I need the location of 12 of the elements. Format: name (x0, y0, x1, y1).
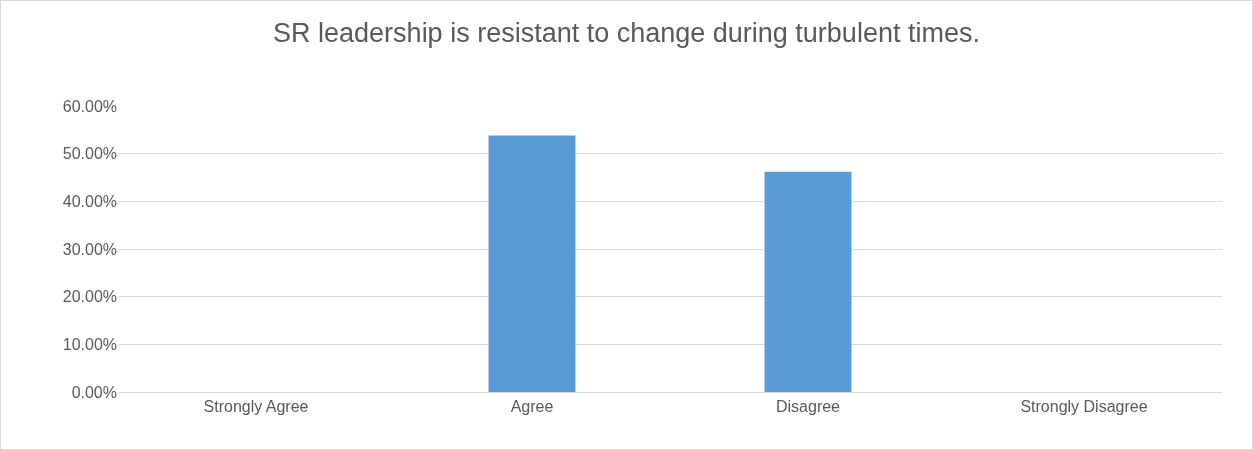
y-tick-label: 40.00% (62, 192, 117, 210)
y-tick-label: 60.00% (62, 97, 117, 115)
y-tick-label: 30.00% (62, 240, 117, 258)
x-tick-label: Disagree (775, 398, 841, 416)
y-tick-label: 20.00% (62, 288, 117, 306)
y-tick-label: 0.00% (71, 383, 117, 401)
y-tick-label: 50.00% (62, 145, 117, 163)
x-tick-label: Strongly Disagree (1020, 398, 1148, 416)
x-tick-label: Strongly Agree (203, 398, 309, 416)
x-tick-label: Agree (510, 398, 554, 416)
chart-title: SR leadership is resistant to change during turbulent times. (273, 17, 980, 48)
y-tick-label: 10.00% (62, 335, 117, 353)
